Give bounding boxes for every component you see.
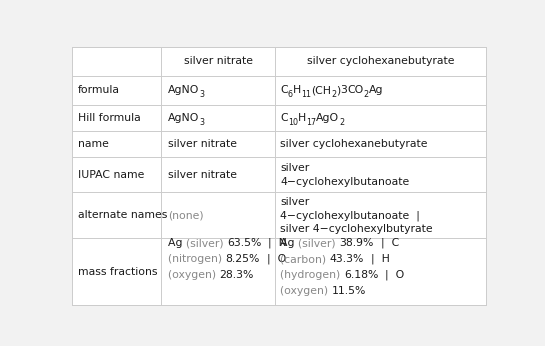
- Text: H: H: [298, 113, 306, 123]
- Text: 3: 3: [199, 90, 204, 99]
- Text: silver nitrate: silver nitrate: [168, 170, 237, 180]
- Text: silver
4−cyclohexylbutanoate: silver 4−cyclohexylbutanoate: [280, 163, 409, 187]
- Text: 3: 3: [199, 118, 204, 127]
- Text: silver cyclohexanebutyrate: silver cyclohexanebutyrate: [280, 139, 428, 149]
- Text: AgNO: AgNO: [168, 85, 199, 95]
- Text: 63.5%: 63.5%: [227, 238, 261, 248]
- Text: 6: 6: [288, 90, 293, 99]
- Text: 17: 17: [306, 118, 316, 127]
- Text: (nitrogen): (nitrogen): [168, 254, 225, 264]
- Text: ): ): [336, 85, 341, 95]
- Text: IUPAC name: IUPAC name: [78, 170, 144, 180]
- Text: 43.3%: 43.3%: [330, 254, 364, 264]
- Text: C: C: [280, 113, 288, 123]
- Text: |  C: | C: [374, 238, 399, 248]
- Text: mass fractions: mass fractions: [78, 267, 158, 277]
- Text: silver nitrate: silver nitrate: [184, 56, 253, 66]
- Text: 6.18%: 6.18%: [344, 270, 378, 280]
- Text: formula: formula: [78, 85, 120, 95]
- Text: AgNO: AgNO: [168, 113, 199, 123]
- Text: 11: 11: [301, 90, 311, 99]
- Text: (hydrogen): (hydrogen): [280, 270, 344, 280]
- Text: (silver): (silver): [298, 238, 340, 248]
- Text: (CH: (CH: [311, 85, 331, 95]
- Text: (oxygen): (oxygen): [168, 270, 219, 280]
- Text: (oxygen): (oxygen): [280, 286, 332, 296]
- Text: |  H: | H: [364, 254, 390, 264]
- Text: H: H: [293, 85, 301, 95]
- Text: Ag: Ag: [280, 238, 298, 248]
- Text: silver cyclohexanebutyrate: silver cyclohexanebutyrate: [307, 56, 455, 66]
- Text: silver
4−cyclohexylbutanoate  |
silver 4−cyclohexylbutyrate: silver 4−cyclohexylbutanoate | silver 4−…: [280, 197, 433, 234]
- Text: C: C: [280, 85, 288, 95]
- Text: 11.5%: 11.5%: [332, 286, 366, 296]
- Text: 3: 3: [341, 85, 347, 95]
- Text: silver nitrate: silver nitrate: [168, 139, 237, 149]
- Text: Ag: Ag: [369, 85, 383, 95]
- Text: alternate names: alternate names: [78, 210, 167, 220]
- Text: 28.3%: 28.3%: [219, 270, 253, 280]
- Text: 38.9%: 38.9%: [340, 238, 374, 248]
- Text: 8.25%: 8.25%: [225, 254, 259, 264]
- Text: CO: CO: [347, 85, 364, 95]
- Text: 10: 10: [288, 118, 298, 127]
- Text: (carbon): (carbon): [280, 254, 330, 264]
- Text: AgO: AgO: [316, 113, 340, 123]
- Text: Ag: Ag: [168, 238, 186, 248]
- Text: name: name: [78, 139, 108, 149]
- Text: (silver): (silver): [186, 238, 227, 248]
- Text: (none): (none): [168, 210, 203, 220]
- Text: 2: 2: [331, 90, 336, 99]
- Text: 2: 2: [364, 90, 369, 99]
- Text: 2: 2: [340, 118, 344, 127]
- Text: |  N: | N: [261, 238, 287, 248]
- Text: Hill formula: Hill formula: [78, 113, 141, 123]
- Text: |  O: | O: [378, 270, 404, 280]
- Text: |  O: | O: [259, 254, 286, 264]
